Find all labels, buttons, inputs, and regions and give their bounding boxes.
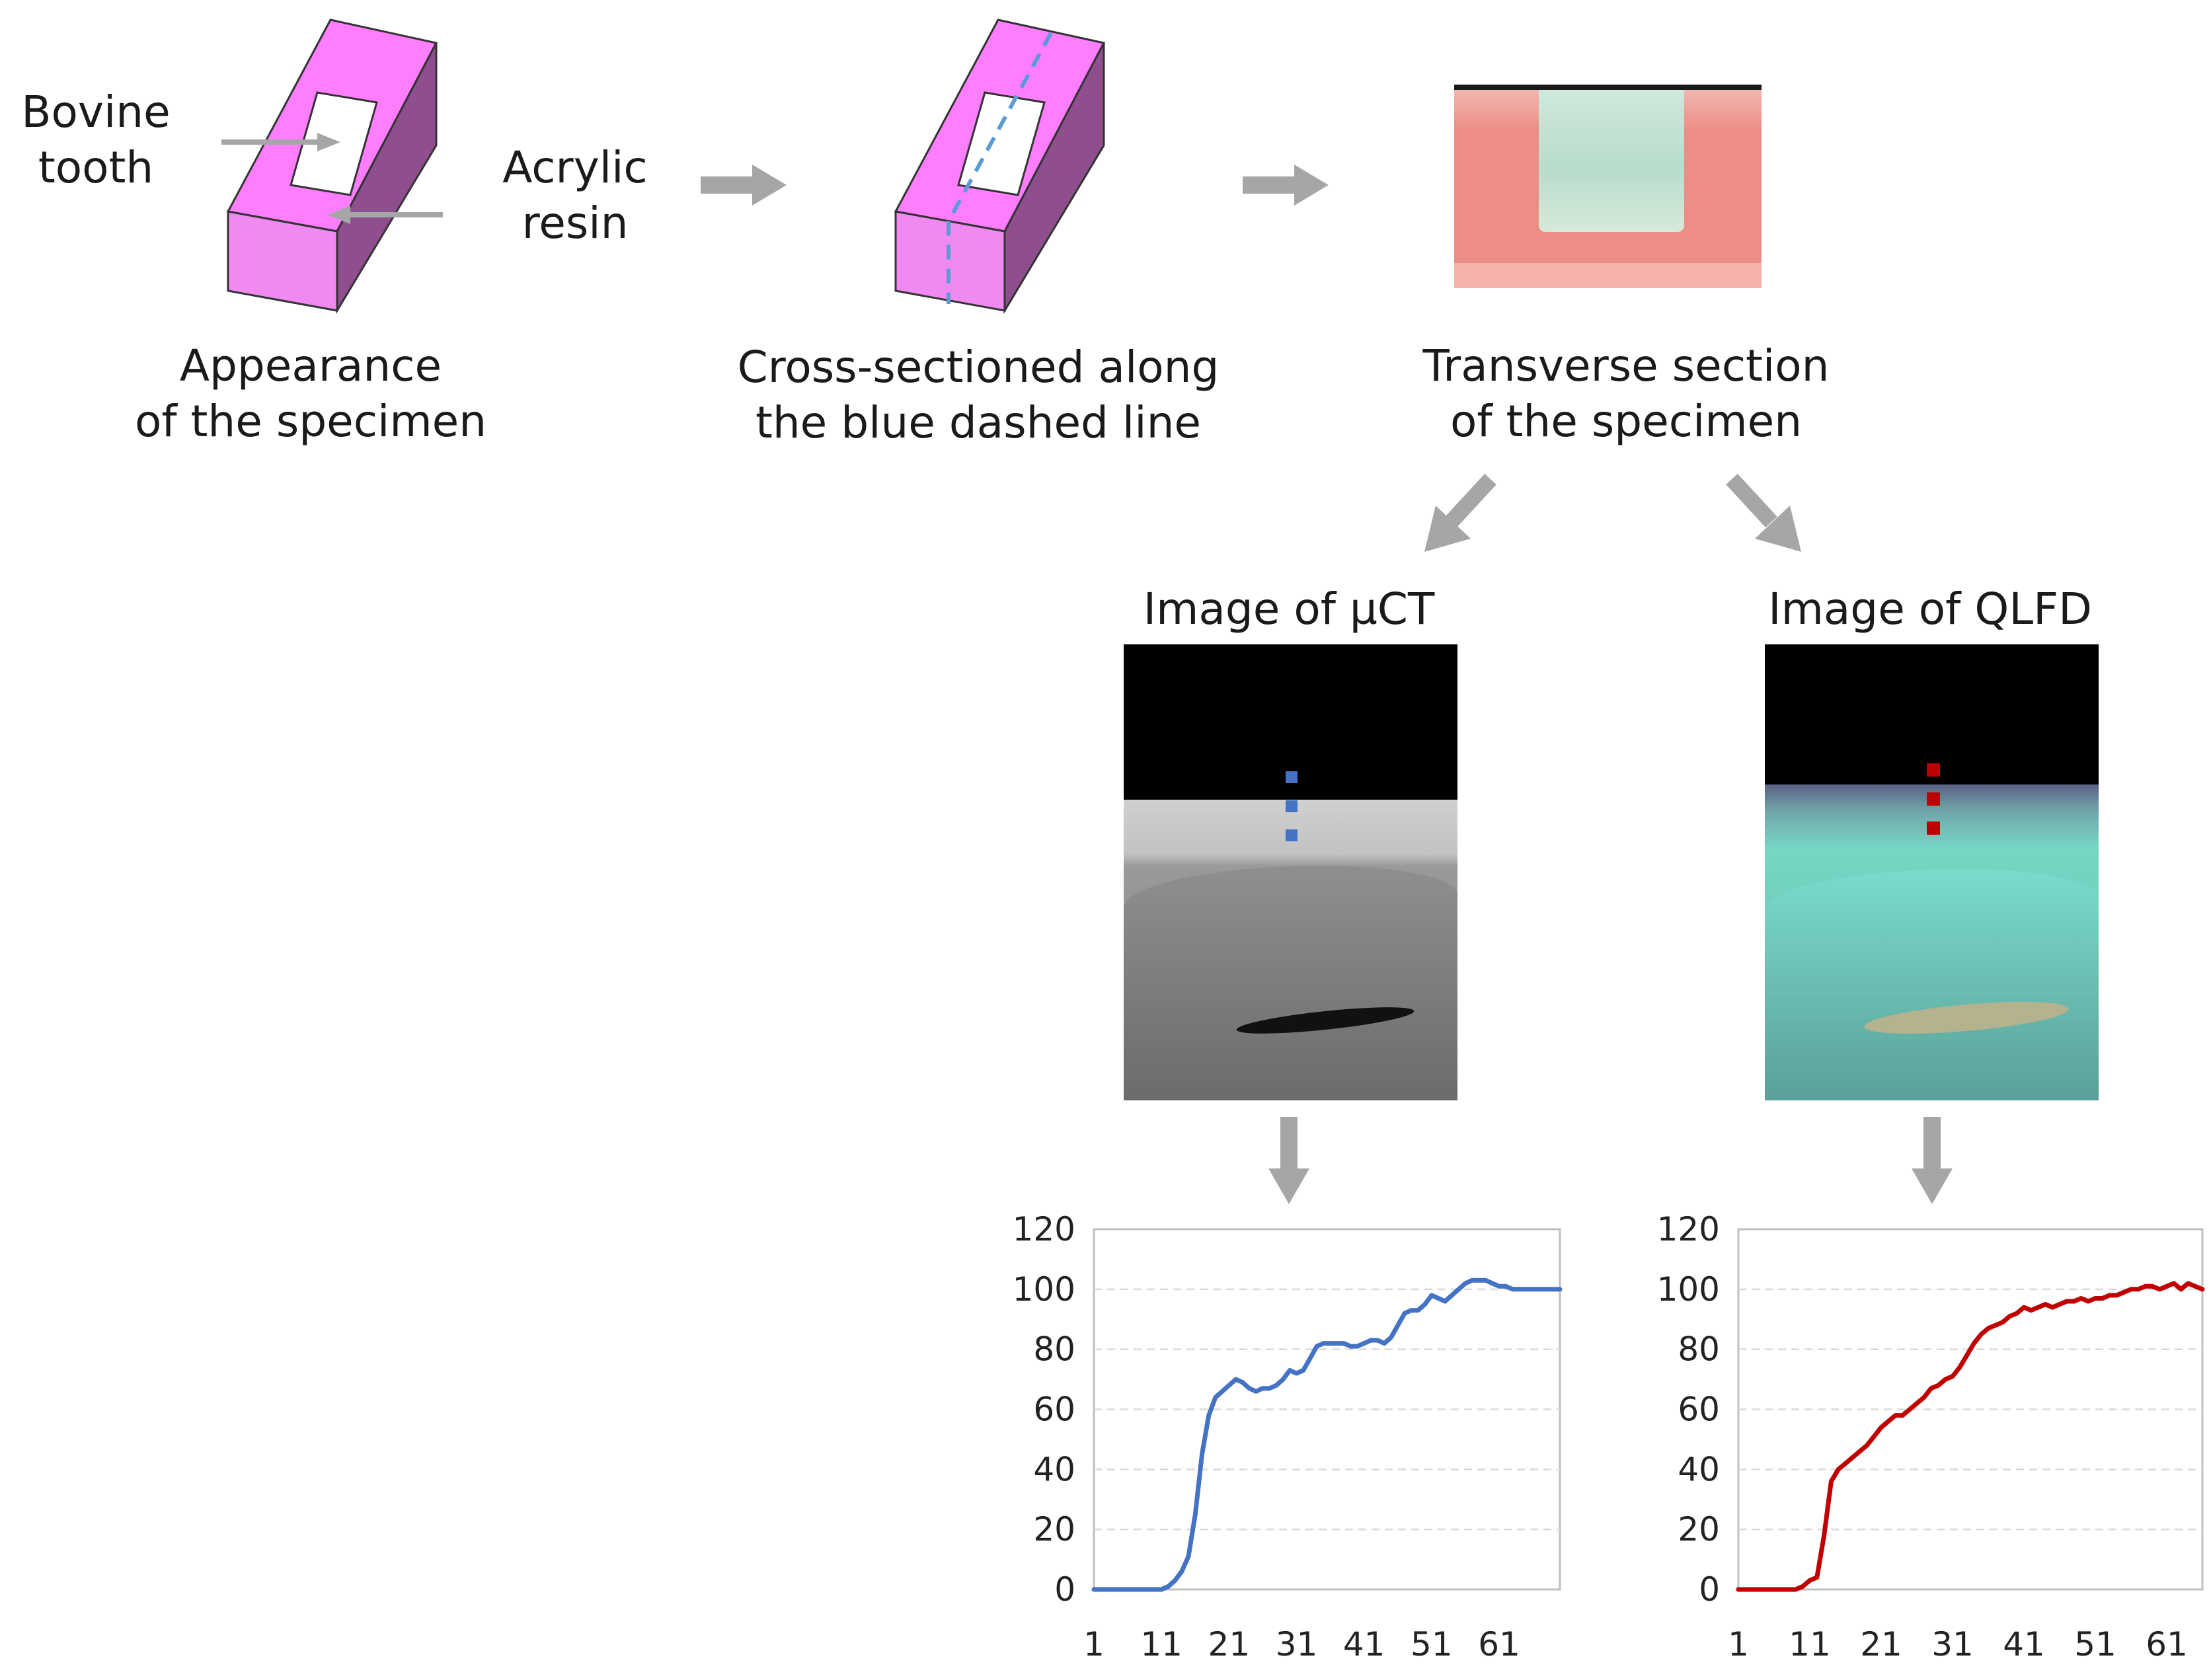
blue-dashed-line <box>947 32 1053 304</box>
y-tick-label: 80 <box>1678 1330 1720 1369</box>
y-tick-label: 0 <box>1054 1570 1075 1609</box>
x-tick-label: 61 <box>1478 1625 1520 1663</box>
series-line <box>1736 1281 2205 1592</box>
x-tick-label: 21 <box>1208 1625 1251 1663</box>
x-tick-label: 31 <box>1276 1625 1318 1663</box>
diagonal-arrow-right <box>1726 473 1801 552</box>
y-tick-label: 120 <box>1657 1210 1720 1248</box>
specimen-block-figure <box>218 13 496 344</box>
down-arrow-uct <box>1268 1117 1309 1204</box>
y-tick-label: 60 <box>1033 1391 1075 1429</box>
x-tick-label: 1 <box>1728 1625 1749 1663</box>
pointer-arrow-acrylic-resin <box>327 206 443 224</box>
y-tick-label: 20 <box>1033 1510 1075 1548</box>
diagonal-arrow-left <box>1424 473 1496 552</box>
pointer-arrow-bovine-tooth <box>221 133 340 151</box>
flow-arrow-1 <box>701 165 787 206</box>
label-appearance: Appearance of the specimen <box>134 340 487 447</box>
x-tick-label: 51 <box>2074 1625 2116 1663</box>
y-tick-label: 60 <box>1678 1391 1720 1429</box>
flow-arrow-2 <box>1243 165 1329 206</box>
uct-marker <box>1286 771 1298 783</box>
label-image-qlfd: Image of QLFD <box>1768 584 2092 634</box>
uct-marker <box>1286 800 1298 812</box>
qlfd-marker <box>1927 792 1940 806</box>
down-arrow-qlfd <box>1912 1117 1953 1204</box>
y-tick-label: 80 <box>1033 1330 1075 1369</box>
transverse-section-photo <box>1454 85 1762 288</box>
y-tick-label: 100 <box>1657 1270 1720 1309</box>
y-tick-label: 100 <box>1013 1270 1075 1309</box>
cross-sectioned-block-figure <box>886 13 1163 344</box>
label-bovine-tooth: Bovine tooth <box>21 87 171 193</box>
uct-marker <box>1286 829 1298 841</box>
x-tick-label: 11 <box>1140 1625 1183 1663</box>
x-tick-label: 21 <box>1860 1625 1902 1663</box>
block-front-face <box>227 210 338 312</box>
y-tick-label: 120 <box>1013 1210 1075 1248</box>
x-tick-label: 11 <box>1789 1625 1831 1663</box>
label-acrylic-resin: Acrylic resin <box>502 142 648 248</box>
qlfd-image <box>1765 644 2099 1100</box>
y-tick-label: 40 <box>1033 1450 1075 1488</box>
uct-image <box>1124 644 1457 1100</box>
x-tick-label: 61 <box>2146 1625 2188 1663</box>
label-cross-sectioned: Cross-sectioned along the blue dashed lin… <box>737 342 1220 448</box>
qlfd-marker <box>1927 763 1940 777</box>
series-line <box>1091 1278 1563 1592</box>
label-transverse: Transverse section of the specimen <box>1422 340 1830 447</box>
x-tick-label: 41 <box>2003 1625 2045 1663</box>
x-tick-label: 1 <box>1083 1625 1105 1663</box>
y-tick-label: 0 <box>1699 1570 1720 1609</box>
qlfd-marker <box>1927 821 1940 835</box>
label-image-uct: Image of µCT <box>1143 584 1435 634</box>
y-tick-label: 40 <box>1678 1450 1720 1488</box>
x-tick-label: 51 <box>1411 1625 1453 1663</box>
x-tick-label: 31 <box>1931 1625 1974 1663</box>
x-tick-label: 41 <box>1343 1625 1385 1663</box>
tooth-section <box>1539 90 1684 232</box>
y-tick-label: 20 <box>1678 1510 1720 1548</box>
